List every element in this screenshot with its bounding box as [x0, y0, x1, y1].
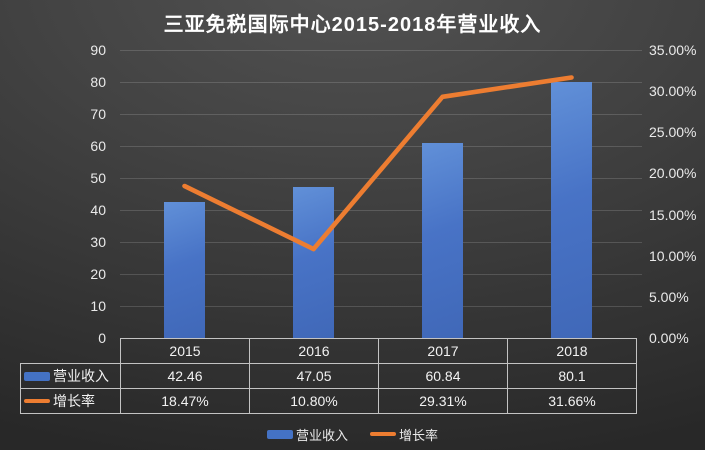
row-label-cell: 增长率	[20, 388, 121, 414]
right-axis-tick: 20.00%	[649, 165, 697, 182]
value-cell: 42.46	[120, 363, 250, 389]
gridline	[120, 82, 642, 83]
left-axis-tick: 60	[90, 138, 106, 154]
legend-item-growth: 增长率	[370, 425, 438, 444]
legend: 营业收入 增长率	[0, 425, 705, 443]
value-cell: 80.1	[507, 363, 637, 389]
bar-2018	[551, 81, 592, 338]
gridline	[120, 274, 642, 275]
gridline	[120, 146, 642, 147]
right-axis-tick: 35.00%	[649, 42, 697, 58]
bar-2016	[293, 187, 334, 338]
line-swatch-icon	[24, 399, 50, 403]
value-cell: 10.80%	[249, 388, 379, 414]
right-axis-tick: 30.00%	[649, 83, 697, 100]
left-axis-tick: 70	[90, 106, 106, 122]
row-label: 营业收入	[53, 368, 109, 384]
gridline	[120, 178, 642, 179]
growth-rate-line	[182, 75, 574, 252]
left-axis-tick: 40	[90, 202, 106, 218]
data-table: 营业收入 42.46 47.05 60.84 80.1 增长率 18.47% 10.80% 29…	[20, 363, 637, 414]
legend-label-revenue: 营业收入	[295, 427, 348, 443]
bar-2017	[422, 143, 463, 338]
value-cell: 18.47%	[120, 388, 250, 414]
left-axis-tick: 10	[90, 298, 106, 314]
value-cell: 31.66%	[507, 388, 637, 414]
left-axis-tick: 30	[90, 234, 106, 250]
right-axis-tick: 25.00%	[649, 124, 697, 141]
value-cell: 60.84	[378, 363, 508, 389]
gridline	[120, 306, 642, 307]
line-series	[182, 75, 574, 252]
category-header-cell: 2017	[378, 338, 508, 364]
gridline	[120, 114, 642, 115]
right-axis-tick: 15.00%	[649, 206, 697, 223]
category-header-row: 2015 2016 2017 2018	[120, 338, 637, 364]
value-cell: 47.05	[249, 363, 379, 389]
category-header-cell: 2015	[120, 338, 250, 364]
category-header-cell: 2016	[249, 338, 379, 364]
right-axis-tick: 5.00%	[649, 288, 689, 305]
plot-area	[120, 50, 636, 338]
bar-swatch-icon	[266, 429, 293, 439]
left-axis-tick: 20	[90, 266, 106, 282]
row-label-cell: 营业收入	[20, 363, 121, 389]
gridline	[120, 242, 642, 243]
chart-title: 三亚免税国际中心2015-2018年营业收入	[163, 14, 542, 36]
left-axis-tick: 90	[90, 42, 106, 58]
category-header-cell: 2018	[507, 338, 637, 364]
right-axis-tick: 0.00%	[649, 330, 689, 346]
bar-2015	[164, 202, 205, 338]
left-axis-tick: 0	[98, 330, 106, 346]
left-axis-tick: 50	[90, 170, 106, 186]
left-axis-tick: 80	[90, 74, 106, 90]
gridline	[120, 210, 642, 211]
line-swatch-icon	[370, 432, 396, 436]
row-label: 增长率	[53, 393, 95, 409]
value-cell: 29.31%	[378, 388, 508, 414]
right-axis-tick: 10.00%	[649, 247, 697, 264]
legend-item-revenue: 营业收入	[266, 425, 348, 444]
gridline	[120, 50, 642, 51]
legend-label-growth: 增长率	[399, 427, 439, 443]
bar-swatch-icon	[24, 371, 50, 381]
